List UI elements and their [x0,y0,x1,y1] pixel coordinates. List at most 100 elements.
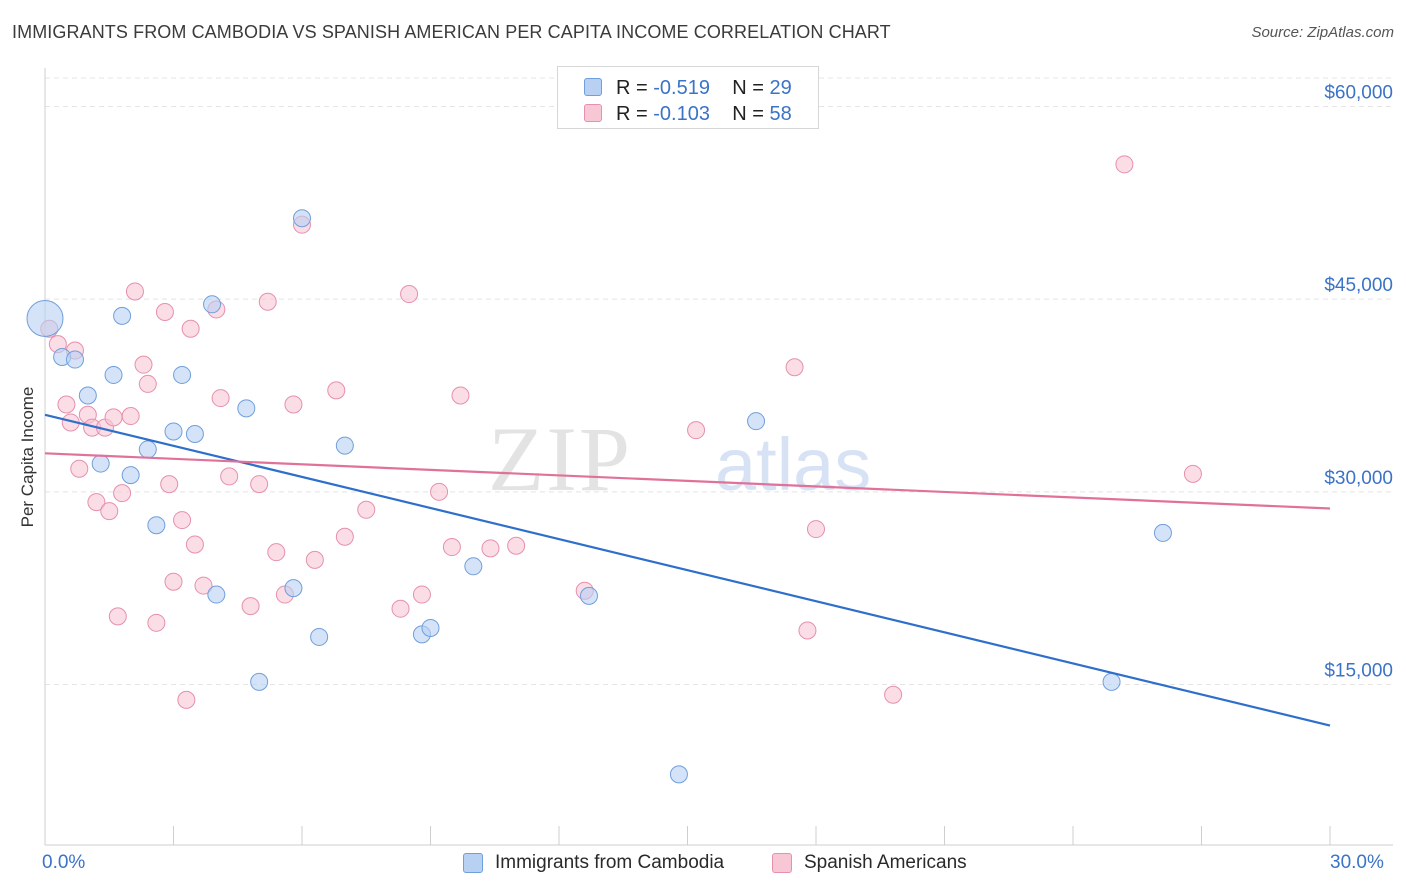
stats-legend: R = -0.519 N = 29 R = -0.103 N = 58 [557,66,819,129]
cambodia-point [669,765,688,784]
cambodia-point [185,425,204,444]
spanish-point [108,607,127,626]
chart-title: IMMIGRANTS FROM CAMBODIA VS SPANISH AMER… [12,22,891,42]
spanish-point [57,395,76,414]
spanish-point [194,576,213,595]
spanish-point [113,484,132,503]
data-points [26,155,1202,784]
cambodia-point [207,585,226,604]
spanish-point [155,303,174,322]
spanish-point [185,535,204,554]
cambodia-point [747,412,766,431]
spanish-point [884,685,903,704]
spanish-trend-line [44,452,1331,510]
cambodia-point [147,516,166,535]
legend-swatch-spanish [584,104,602,122]
spanish-point [1115,155,1134,174]
cambodia-point [104,365,123,384]
spanish-point [138,374,157,393]
legend-r-value: -0.519 [653,77,710,99]
spanish-point [1183,464,1202,483]
cambodia-point [138,440,157,459]
axes: $15,000 $30,000 $45,000 $60,000 [44,68,1393,846]
cambodia-point [310,627,329,646]
legend-r-value: -0.103 [653,103,710,125]
spanish-point [481,539,500,558]
y-tick-label: $60,000 [1324,83,1393,104]
cambodia-point [113,306,132,325]
cambodia-point [91,454,110,473]
source-label: Source: ZipAtlas.com [1251,24,1394,41]
legend-n-value: 29 [769,77,792,99]
spanish-point [70,459,89,478]
cambodia-trend-line [44,413,1331,727]
x-tick-label-min: 0.0% [42,852,86,873]
spanish-point [164,572,183,591]
spanish-point [430,482,449,501]
spanish-point [104,408,123,427]
x-tick-label-max: 30.0% [1330,852,1384,873]
cambodia-point [237,399,256,418]
spanish-point [412,585,431,604]
spanish-point [147,613,166,632]
cambodia-point [65,350,84,369]
cambodia-point [335,436,354,455]
spanish-point [181,319,200,338]
spanish-point [241,597,260,616]
spanish-point [335,527,354,546]
grid-lines [45,77,1393,685]
cambodia-point [121,466,140,485]
y-tick-label: $30,000 [1324,468,1393,489]
spanish-point [160,475,179,494]
spanish-point [211,389,230,408]
cambodia-point [250,672,269,691]
cambodia-point [579,586,598,605]
spanish-point [250,475,269,494]
legend-n-value: 58 [769,103,792,125]
spanish-point [173,511,192,530]
spanish-point [125,282,144,301]
spanish-point [134,355,153,374]
legend-r-label: R = [616,103,654,125]
y-tick-label: $15,000 [1324,660,1393,681]
cambodia-point [284,579,303,598]
cambodia-point [26,299,64,337]
y-axis-label: Per Capita Income [18,386,37,528]
spanish-point [121,407,140,426]
y-tick-label: $45,000 [1324,275,1393,296]
legend-n-label: N = [732,77,770,99]
bottom-legend-label-cambodia: Immigrants from Cambodia [495,852,725,873]
watermark: ZIP atlas [488,408,871,510]
spanish-point [807,520,825,539]
cambodia-point [1153,523,1172,542]
cambodia-point [173,365,192,384]
spanish-point [258,292,277,311]
cambodia-point [421,618,440,637]
spanish-point [305,550,324,569]
spanish-point [357,500,376,519]
cambodia-point [164,422,183,441]
spanish-point [507,536,526,555]
bottom-legend-label-spanish: Spanish Americans [804,852,967,873]
spanish-point [220,467,239,486]
spanish-point [284,395,303,414]
legend-swatch-cambodia [584,78,602,96]
spanish-point [451,386,470,405]
spanish-point [687,421,706,440]
spanish-point [87,493,106,512]
cambodia-point [203,295,222,314]
legend-r-label: R = [616,77,654,99]
spanish-point [267,543,286,562]
watermark-zip: ZIP [488,408,632,510]
cambodia-point [1102,672,1121,691]
spanish-point [177,690,196,709]
watermark-atlas: atlas [715,423,871,506]
spanish-point [785,358,804,377]
spanish-point [798,621,817,640]
spanish-point [391,599,410,618]
bottom-legend-swatch-spanish [772,853,792,873]
spanish-point [327,381,346,400]
cambodia-point [78,386,97,405]
bottom-legend-swatch-cambodia [463,853,483,873]
